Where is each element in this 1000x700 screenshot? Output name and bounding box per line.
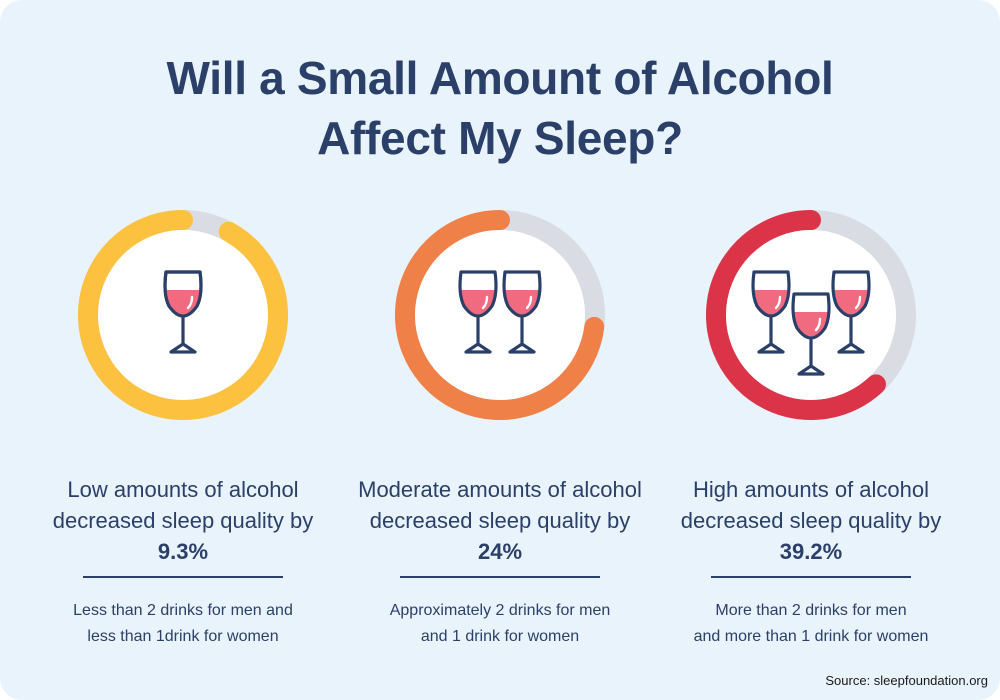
- wine-glass-icon: [791, 292, 831, 376]
- high-description: More than 2 drinks for men and more than…: [661, 598, 961, 650]
- wine-glass-icon: [751, 270, 791, 354]
- level-moderate-column: Moderate amounts of alcohol decreased sl…: [350, 200, 650, 660]
- moderate-desc-line-1: Approximately 2 drinks for men: [389, 602, 611, 619]
- moderate-ring-inner: [415, 230, 585, 400]
- moderate-headline-text: Moderate amounts of alcohol decreased sl…: [358, 477, 642, 533]
- moderate-value: 24%: [477, 539, 523, 564]
- low-value: 9.3%: [157, 539, 209, 564]
- wine-glass-icon: [831, 270, 871, 354]
- page-title: Will a Small Amount of Alcohol Affect My…: [0, 48, 1000, 168]
- low-headline: Low amounts of alcohol decreased sleep q…: [33, 474, 333, 567]
- moderate-divider: [400, 576, 600, 578]
- level-low-column: Low amounts of alcohol decreased sleep q…: [33, 200, 333, 660]
- high-progress-ring: [701, 200, 921, 430]
- high-divider: [711, 576, 911, 578]
- moderate-ring-svg: [395, 210, 605, 420]
- moderate-progress-ring: [390, 200, 610, 430]
- title-line-1: Will a Small Amount of Alcohol: [166, 52, 834, 104]
- high-headline-text: High amounts of alcohol decreased sleep …: [680, 477, 942, 533]
- wine-glass-icon: [502, 270, 542, 354]
- moderate-ring-progress: [395, 210, 605, 420]
- title-line-2: Affect My Sleep?: [317, 112, 683, 164]
- low-description: Less than 2 drinks for men and less than…: [33, 598, 333, 650]
- wine-glass-icon: [458, 270, 498, 354]
- wine-glass-icon: [163, 270, 203, 354]
- low-divider: [83, 576, 283, 578]
- high-ring-svg: [706, 210, 916, 420]
- high-value: 39.2%: [779, 539, 843, 564]
- level-high-column: High amounts of alcohol decreased sleep …: [661, 200, 961, 660]
- high-ring-progress: [706, 210, 916, 420]
- high-headline: High amounts of alcohol decreased sleep …: [661, 474, 961, 567]
- source-credit: Source: sleepfoundation.org: [825, 673, 988, 688]
- high-desc-line-2: and more than 1 drink for women: [693, 628, 929, 645]
- moderate-desc-line-2: and 1 drink for women: [420, 628, 580, 645]
- low-desc-line-2: less than 1drink for women: [87, 628, 279, 645]
- low-ring-progress: [78, 210, 288, 420]
- low-progress-ring: [73, 200, 293, 430]
- moderate-headline: Moderate amounts of alcohol decreased sl…: [350, 474, 650, 567]
- high-desc-line-1: More than 2 drinks for men: [715, 602, 907, 619]
- low-desc-line-1: Less than 2 drinks for men and: [73, 602, 293, 619]
- moderate-description: Approximately 2 drinks for men and 1 dri…: [350, 598, 650, 650]
- low-ring-svg: [78, 210, 288, 420]
- low-headline-text: Low amounts of alcohol decreased sleep q…: [52, 477, 314, 533]
